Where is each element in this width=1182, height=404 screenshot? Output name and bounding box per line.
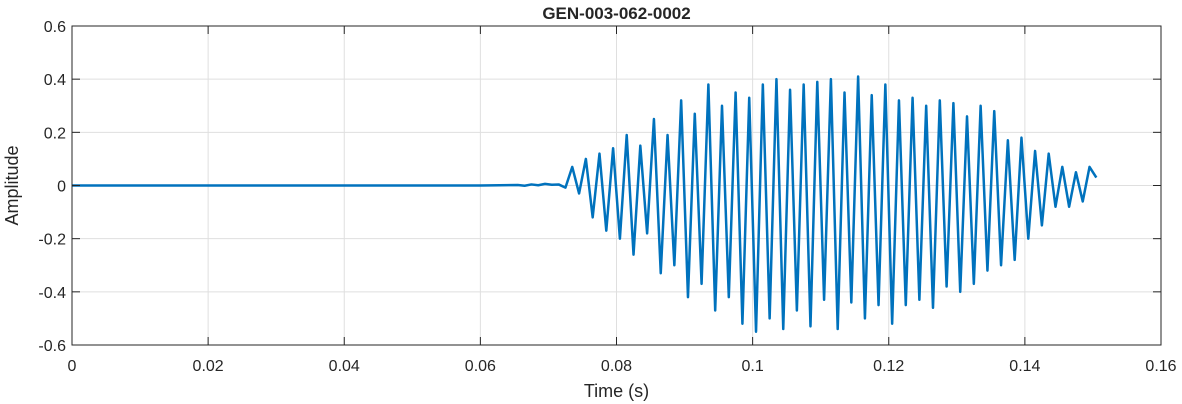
y-tick-label: -0.6 xyxy=(38,338,66,355)
x-tick-label: 0.08 xyxy=(601,358,632,375)
series-group xyxy=(72,75,1098,333)
y-tick-label: -0.4 xyxy=(38,285,66,302)
series-line xyxy=(72,75,1098,333)
x-tick-label: 0.16 xyxy=(1145,358,1176,375)
x-tick-label: 0.04 xyxy=(329,358,360,375)
x-tick-label: 0 xyxy=(68,358,77,375)
x-tick-label: 0.02 xyxy=(193,358,224,375)
y-tick-label: 0 xyxy=(57,179,66,196)
x-tick-label: 0.14 xyxy=(1009,358,1040,375)
y-tick-label: 0.4 xyxy=(44,72,66,89)
chart-title: GEN-003-062-0002 xyxy=(542,4,690,23)
y-tick-label: 0.2 xyxy=(44,125,66,142)
y-tick-label: 0.6 xyxy=(44,19,66,36)
y-tick-label: -0.2 xyxy=(38,232,66,249)
x-tick-label: 0.06 xyxy=(465,358,496,375)
y-axis-label: Amplitude xyxy=(2,145,22,225)
x-tick-label: 0.12 xyxy=(873,358,904,375)
x-tick-label: 0.1 xyxy=(742,358,764,375)
tick-group: 0 0.02 0.04 0.06 0.08 0.1 0.12 0.14 0.16 0.6 0.4 0.… xyxy=(38,19,1176,375)
x-axis-label: Time (s) xyxy=(584,381,649,401)
